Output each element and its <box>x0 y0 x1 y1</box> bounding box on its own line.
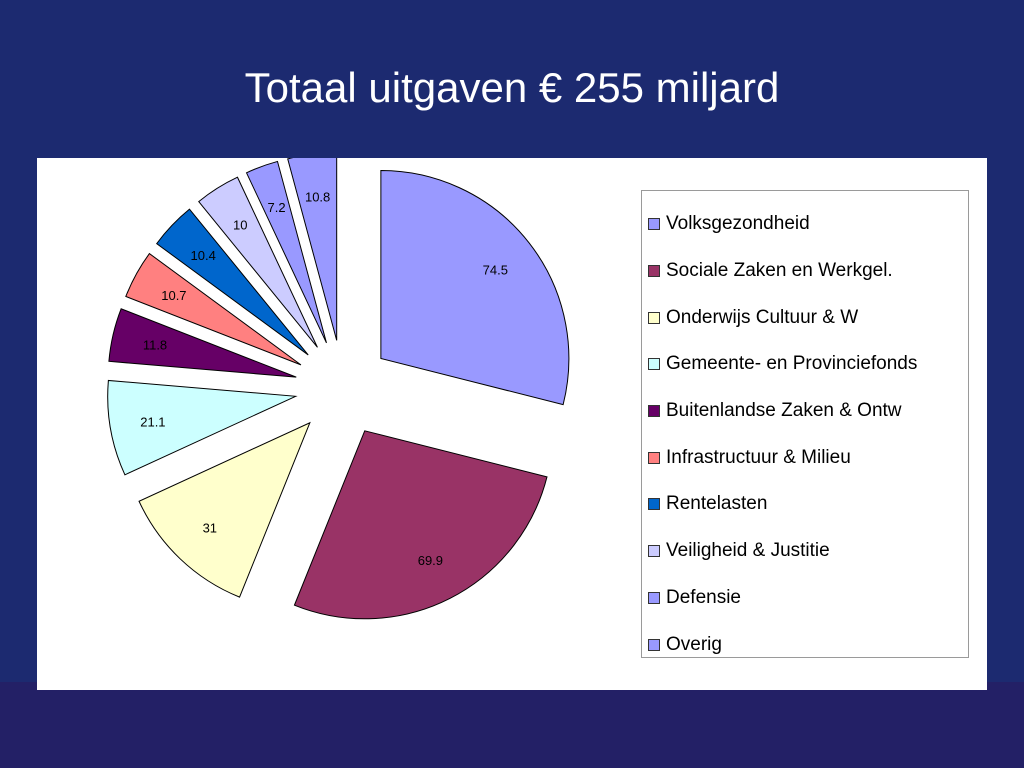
pie-data-label-10: 10.8 <box>305 190 330 205</box>
pie-data-label-7: 10.4 <box>191 248 216 263</box>
pie-slice-1 <box>380 170 570 406</box>
legend-label: Overig <box>666 633 722 655</box>
pie-slice-4 <box>107 379 298 476</box>
legend-swatch <box>648 265 660 278</box>
legend-item: Gemeente- en Provinciefonds <box>648 341 968 388</box>
legend-swatch <box>648 498 660 511</box>
pie-slices <box>107 158 570 620</box>
legend-label: Buitenlandse Zaken & Ontw <box>666 400 902 422</box>
legend-label: Gemeente- en Provinciefonds <box>666 353 918 375</box>
legend-label: Sociale Zaken en Werkgel. <box>666 260 893 282</box>
pie-data-labels: 74.5 69.9 31 21.1 11.8 10.7 10.4 10 7.2 10.8 <box>140 190 508 568</box>
legend-item: Sociale Zaken en Werkgel. <box>648 248 968 295</box>
pie-chart: 74.5 69.9 31 21.1 11.8 10.7 10.4 10 7.2 10.8 <box>107 158 570 620</box>
legend-item: Overig <box>648 621 968 668</box>
legend-item: Defensie <box>648 575 968 622</box>
legend-swatch <box>648 358 660 371</box>
legend-swatch <box>648 545 660 558</box>
chart-area: 74.5 69.9 31 21.1 11.8 10.7 10.4 10 7.2 10.8 Volk… <box>37 158 987 690</box>
legend-label: Rentelasten <box>666 493 768 515</box>
pie-slice-10 <box>287 158 338 341</box>
pie-slice-9 <box>245 160 327 344</box>
pie-data-label-9: 7.2 <box>268 200 286 215</box>
legend-item: Onderwijs Cultuur & W <box>648 294 968 341</box>
legend-item: Volksgezondheid <box>648 201 968 248</box>
pie-data-label-4: 21.1 <box>140 414 165 429</box>
pie-slice-2 <box>293 430 548 620</box>
legend-label: Infrastructuur & Milieu <box>666 446 851 468</box>
legend-item: Rentelasten <box>648 481 968 528</box>
pie-slice-6 <box>125 252 302 366</box>
legend-item: Veiligheid & Justitie <box>648 528 968 575</box>
legend-label: Defensie <box>666 586 741 608</box>
pie-data-label-8: 10 <box>233 218 247 233</box>
pie-data-label-2: 69.9 <box>418 553 443 568</box>
pie-slice-5 <box>108 308 297 378</box>
pie-data-label-6: 10.7 <box>161 288 186 303</box>
legend-label: Veiligheid & Justitie <box>666 540 830 562</box>
pie-data-label-3: 31 <box>203 521 217 536</box>
slide-title: Totaal uitgaven € 255 miljard <box>244 64 780 111</box>
legend-swatch <box>648 311 660 324</box>
pie-data-label-5: 11.8 <box>143 337 167 352</box>
pie-data-label-1: 74.5 <box>483 262 508 277</box>
legend-swatch <box>648 638 660 651</box>
legend-swatch <box>648 451 660 464</box>
legend-label: Onderwijs Cultuur & W <box>666 306 859 328</box>
pie-slice-7 <box>155 208 309 356</box>
chart-legend: Volksgezondheid Sociale Zaken en Werkgel.… <box>641 190 969 658</box>
legend-swatch <box>648 218 660 231</box>
pie-slice-3 <box>138 421 311 598</box>
legend-swatch <box>648 405 660 418</box>
legend-item: Buitenlandse Zaken & Ontw <box>648 388 968 435</box>
legend-label: Volksgezondheid <box>666 213 810 235</box>
legend-swatch <box>648 591 660 604</box>
legend-item: Infrastructuur & Milieu <box>648 434 968 481</box>
pie-slice-8 <box>198 176 318 348</box>
slide-bottom-band <box>0 682 1024 768</box>
